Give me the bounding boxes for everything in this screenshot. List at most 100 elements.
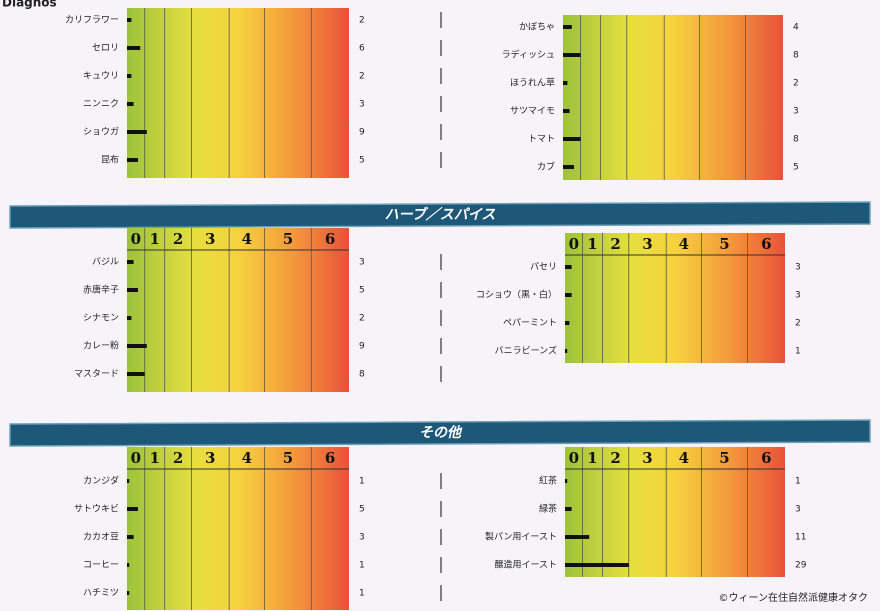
value-bar [127,130,147,134]
item-label: セロリ [92,43,119,54]
item-label: キュウリ [83,71,119,82]
value-bar [565,507,572,511]
value-text: 8 [793,135,799,145]
value-text: 5 [793,163,799,173]
value-text: 1 [359,589,365,599]
value-text: 3 [795,291,801,301]
column-label: 0 [131,230,141,248]
column-label: 4 [242,449,252,467]
value-bar [127,479,130,483]
value-bar [565,321,570,325]
value-text: 5 [359,156,365,166]
item-label: サトウキビ [74,504,119,515]
section-title: ハーブ／スパイス [385,206,496,223]
value-text: 9 [359,342,365,352]
item-label: 昆布 [101,154,119,166]
item-label: カンジダ [83,475,119,487]
item-label: トマト [528,135,555,145]
item-label: 醸造用イースト [494,559,557,571]
value-text: 1 [359,561,365,571]
corner-text: Diagnos [2,0,57,10]
value-bar [127,102,134,106]
item-label: ほうれん草 [510,77,555,89]
item-label: かぼちゃ [519,22,555,33]
column-label: 4 [679,449,689,467]
value-bar [127,288,138,292]
column-label: 2 [610,235,620,253]
scale-panel [127,8,349,178]
item-label: カリフラワー [65,15,119,26]
column-label: 5 [283,449,293,467]
value-bar [563,53,581,57]
value-bar [127,535,134,539]
value-bar [563,81,568,85]
column-label: 5 [719,449,729,467]
item-label: 製パン用イースト [485,531,557,543]
section-band [9,419,871,447]
value-bar [563,109,570,113]
scale-panel [565,233,785,363]
item-label: ペパーミント [503,318,557,329]
column-label: 4 [242,230,252,248]
value-bar [127,591,130,595]
value-text: 2 [795,319,801,329]
value-bar [565,349,568,353]
value-bar [565,535,590,539]
value-text: 3 [795,263,801,273]
value-text: 8 [359,370,365,380]
item-label: マスタード [74,369,119,380]
column-label: 1 [150,449,160,467]
column-label: 3 [205,230,215,248]
column-label: 3 [205,449,215,467]
item-label: カブ [537,161,555,173]
column-label: 0 [569,449,579,467]
column-label: 6 [325,230,335,248]
footer: ©ウィーン在住自然派健康オタク [719,591,869,604]
value-bar [127,372,145,376]
column-label: 2 [173,449,183,467]
value-text: 5 [359,286,365,296]
item-label: バニラビーンズ [495,345,557,357]
value-text: 2 [359,314,365,324]
value-bar [565,479,568,483]
value-text: 11 [795,533,806,543]
item-label: 緑茶 [539,503,557,515]
item-label: シナモン [83,313,119,324]
value-bar [127,344,147,348]
value-bar [563,165,574,169]
value-text: 3 [359,100,365,110]
item-label: ラディッシュ [502,49,555,61]
section-title: その他 [419,424,463,441]
column-label: 4 [679,235,689,253]
value-bar [563,25,572,29]
item-label: コショウ（黒・白） [476,289,557,301]
section-band [9,201,871,229]
column-label: 5 [719,235,729,253]
value-bar [127,158,138,162]
value-text: 3 [793,107,799,117]
value-text: 5 [359,505,365,515]
column-label: 1 [587,449,597,467]
item-label: 赤唐辛子 [83,284,119,296]
column-label: 6 [761,449,771,467]
column-label: 5 [283,230,293,248]
item-label: ニンニク [83,99,119,110]
value-text: 1 [795,347,801,357]
scale-panel [127,447,349,610]
column-label: 2 [173,230,183,248]
value-bar [565,293,572,297]
column-label: 6 [325,449,335,467]
scale-panel [563,15,783,180]
item-label: サツマイモ [510,106,555,117]
value-text: 9 [359,128,365,138]
item-label: ショウガ [83,127,119,138]
value-bar [127,316,132,320]
value-text: 2 [793,79,799,89]
column-label: 2 [610,449,620,467]
value-bar [127,18,132,22]
column-label: 3 [642,449,652,467]
value-text: 3 [359,258,365,268]
value-text: 3 [795,505,801,515]
column-label: 0 [131,449,141,467]
